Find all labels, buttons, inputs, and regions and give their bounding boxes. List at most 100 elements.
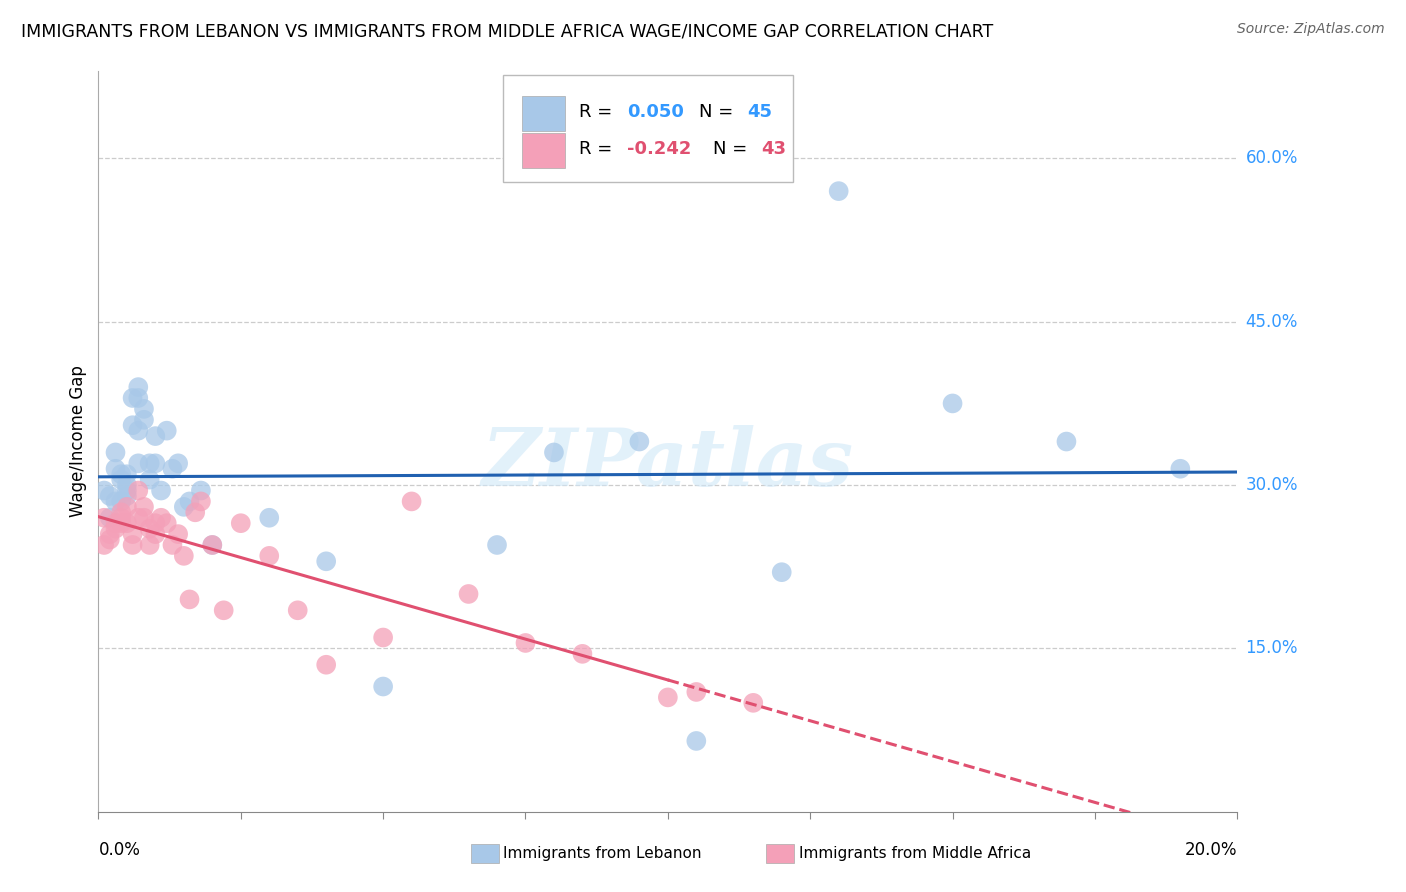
Point: [167, 527, 190, 541]
Point: [145, 527, 167, 541]
Point: [373, 631, 395, 645]
Point: [110, 510, 132, 524]
FancyBboxPatch shape: [503, 75, 793, 183]
Text: 45: 45: [748, 103, 772, 121]
Point: [110, 467, 132, 482]
Point: [93, 538, 115, 552]
Point: [93, 483, 115, 498]
Point: [190, 494, 212, 508]
Point: [98, 489, 121, 503]
Point: [657, 690, 679, 705]
Text: Source: ZipAtlas.com: Source: ZipAtlas.com: [1237, 22, 1385, 37]
Point: [201, 538, 224, 552]
Point: [628, 434, 651, 449]
Text: Immigrants from Lebanon: Immigrants from Lebanon: [503, 847, 702, 861]
Point: [457, 587, 479, 601]
Point: [93, 510, 115, 524]
Point: [145, 456, 167, 470]
Point: [98, 533, 121, 547]
Text: 30.0%: 30.0%: [1246, 476, 1298, 494]
Point: [942, 396, 965, 410]
Text: 0.0%: 0.0%: [98, 841, 141, 859]
Point: [173, 500, 195, 514]
Y-axis label: Wage/Income Gap: Wage/Income Gap: [69, 366, 87, 517]
Point: [543, 445, 565, 459]
Point: [1056, 434, 1078, 449]
Point: [132, 510, 155, 524]
Point: [115, 500, 138, 514]
Text: 43: 43: [761, 140, 786, 158]
Point: [127, 456, 149, 470]
Point: [104, 445, 127, 459]
Point: [259, 549, 281, 563]
Text: R =: R =: [579, 103, 619, 121]
Text: Immigrants from Middle Africa: Immigrants from Middle Africa: [799, 847, 1031, 861]
Point: [104, 494, 127, 508]
Point: [121, 391, 143, 405]
Point: [104, 516, 127, 531]
Point: [571, 647, 593, 661]
Point: [486, 538, 509, 552]
Point: [685, 734, 707, 748]
Point: [156, 424, 179, 438]
Point: [401, 494, 423, 508]
Point: [110, 516, 132, 531]
Point: [828, 184, 851, 198]
Point: [1170, 462, 1192, 476]
Text: N =: N =: [699, 103, 738, 121]
Point: [162, 538, 184, 552]
Point: [179, 592, 201, 607]
Point: [138, 522, 160, 536]
Text: N =: N =: [713, 140, 754, 158]
Point: [132, 413, 155, 427]
Point: [190, 483, 212, 498]
Point: [742, 696, 765, 710]
Point: [115, 489, 138, 503]
Point: [104, 462, 127, 476]
Point: [115, 467, 138, 482]
FancyBboxPatch shape: [522, 96, 565, 130]
Text: 15.0%: 15.0%: [1246, 640, 1298, 657]
Point: [115, 516, 138, 531]
Point: [127, 424, 149, 438]
Point: [685, 685, 707, 699]
Point: [121, 418, 143, 433]
Point: [138, 538, 160, 552]
Point: [104, 522, 127, 536]
Point: [515, 636, 537, 650]
Point: [173, 549, 195, 563]
Point: [110, 505, 132, 519]
Point: [150, 510, 173, 524]
Text: 60.0%: 60.0%: [1246, 150, 1298, 168]
Point: [121, 527, 143, 541]
Point: [138, 456, 160, 470]
Point: [229, 516, 252, 531]
Point: [156, 516, 179, 531]
Point: [132, 401, 155, 416]
Point: [127, 483, 149, 498]
Point: [373, 680, 395, 694]
Text: -0.242: -0.242: [627, 140, 692, 158]
Point: [127, 380, 149, 394]
Text: R =: R =: [579, 140, 619, 158]
Point: [162, 462, 184, 476]
Point: [98, 510, 121, 524]
Text: IMMIGRANTS FROM LEBANON VS IMMIGRANTS FROM MIDDLE AFRICA WAGE/INCOME GAP CORRELA: IMMIGRANTS FROM LEBANON VS IMMIGRANTS FR…: [21, 22, 994, 40]
Point: [315, 554, 337, 568]
Point: [110, 473, 132, 487]
Point: [287, 603, 309, 617]
Point: [145, 429, 167, 443]
Point: [138, 473, 160, 487]
Point: [150, 483, 173, 498]
Point: [212, 603, 235, 617]
Point: [315, 657, 337, 672]
Point: [110, 494, 132, 508]
Point: [115, 478, 138, 492]
Text: 20.0%: 20.0%: [1185, 841, 1237, 859]
FancyBboxPatch shape: [522, 133, 565, 168]
Point: [98, 527, 121, 541]
Point: [132, 500, 155, 514]
Point: [201, 538, 224, 552]
Point: [121, 538, 143, 552]
Point: [259, 510, 281, 524]
